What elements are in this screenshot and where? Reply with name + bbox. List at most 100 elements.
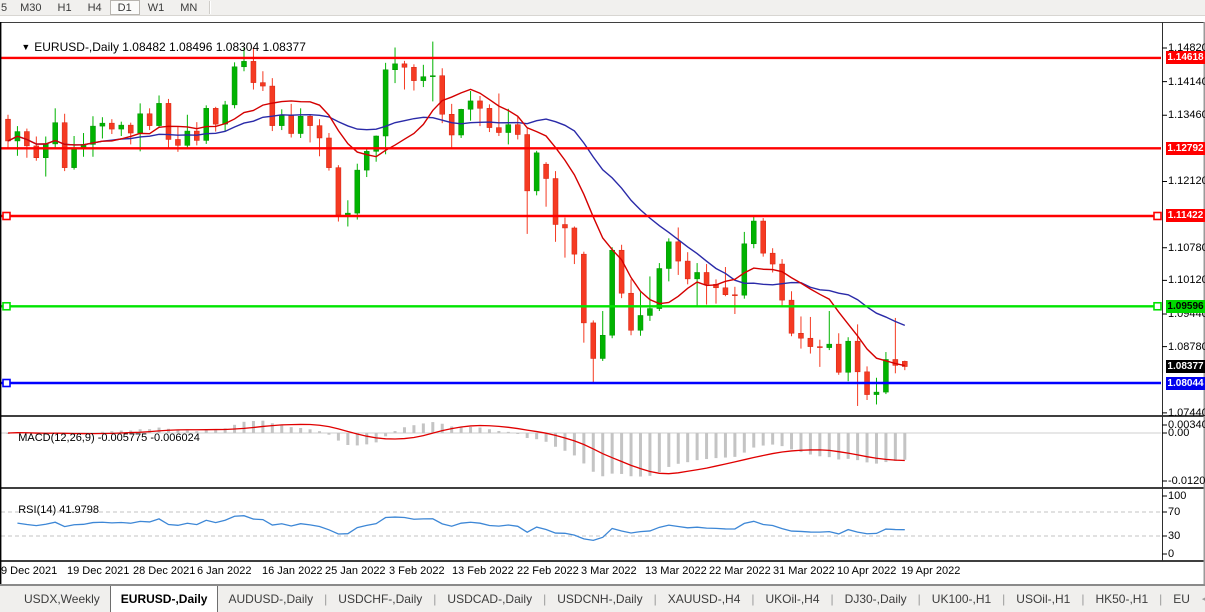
timeframe-button-h1[interactable]: H1 — [57, 1, 72, 14]
timeframe-button-d1[interactable]: D1 — [109, 0, 140, 15]
symbol-dropdown-icon[interactable]: ▼ — [21, 42, 31, 52]
tab-separator: | — [1159, 592, 1163, 606]
time-axis-tick: 31 Mar 2022 — [773, 565, 835, 577]
rsi-value: 41.9798 — [59, 504, 99, 516]
ma-fast-line — [7, 88, 905, 367]
time-axis-tick: 9 Dec 2021 — [1, 565, 58, 577]
time-axis-tick: 6 Jan 2022 — [197, 565, 252, 577]
time-axis-tick: 22 Mar 2022 — [709, 565, 771, 577]
timeframe-button-w1[interactable]: W1 — [147, 1, 165, 14]
toolbar-separator — [209, 1, 211, 14]
rsi-line — [17, 515, 905, 542]
time-axis-tick: 19 Apr 2022 — [901, 565, 961, 577]
quote-close: 1.08377 — [262, 40, 306, 54]
price-axis-tick: 1.13460 — [1168, 109, 1205, 122]
tab-separator: | — [830, 592, 834, 606]
tab-separator: | — [653, 592, 657, 606]
quote-high: 1.08496 — [169, 40, 213, 54]
time-axis-tick: 10 Apr 2022 — [837, 565, 897, 577]
timeframe-toolbar: 5 M30 H1 H4 D1 W1 MN — [0, 0, 1205, 16]
time-axis-tick: 25 Jan 2022 — [325, 565, 386, 577]
price-axis-tick: 1.07440 — [1168, 406, 1205, 419]
line-handle-icon[interactable] — [2, 211, 11, 221]
chart-tab-eurusd-daily[interactable]: EURUSD-,Daily — [109, 586, 219, 612]
price-axis-tick: 1.10120 — [1168, 274, 1205, 287]
tab-separator: | — [751, 592, 755, 606]
chart-tab-usdcad-daily[interactable]: USDCAD-,Daily — [447, 592, 533, 606]
tab-separator: | — [1081, 592, 1085, 606]
time-axis-tick: 13 Mar 2022 — [645, 565, 707, 577]
price-axis-tick: 0.003408 — [1168, 419, 1205, 431]
chart-tab-xauusd-h4[interactable]: XAUUSD-,H4 — [667, 592, 741, 606]
price-axis-tick: 1.14140 — [1168, 75, 1205, 88]
time-axis-tick: 3 Feb 2022 — [389, 565, 445, 577]
line-handle-icon[interactable] — [2, 378, 11, 388]
tab-separator: | — [1002, 592, 1006, 606]
macd-main-value: -0.005775 — [97, 432, 148, 444]
chart-tab-usdcnh-daily[interactable]: USDCNH-,Daily — [557, 592, 643, 606]
panel-borders — [0, 22, 1205, 585]
ma-slow-line — [7, 113, 906, 327]
price-axis-tick: 1.10780 — [1168, 241, 1205, 254]
price-axis-tick: 30 — [1168, 530, 1181, 542]
price-axis-tick: 1.14820 — [1168, 42, 1205, 54]
price-axis-tick: 0.00 — [1168, 427, 1190, 439]
macd-histogram — [6, 420, 907, 477]
chart-tab-bar: USDX,Weekly EURUSD-,Daily AUDUSD-,Daily | US… — [0, 585, 1205, 612]
price-axis-tick: 70 — [1168, 506, 1181, 518]
macd-signal-value: -0.006024 — [150, 432, 200, 444]
chart-tab-dj30-daily[interactable]: DJ30-,Daily — [844, 592, 907, 606]
chart-tab-uk100-h1[interactable]: UK100-,H1 — [931, 592, 992, 606]
time-axis-tick: 13 Feb 2022 — [452, 565, 514, 577]
timeframe-button-m30[interactable]: M30 — [20, 1, 42, 14]
chart-tab-audusd-daily[interactable]: AUDUSD-,Daily — [228, 592, 314, 606]
line-handle-icon[interactable] — [1153, 211, 1162, 221]
chart-tab-eu[interactable]: EU — [1173, 592, 1190, 606]
macd-title: MACD(12,26,9) -0.005775 -0.006024 — [18, 432, 200, 444]
timeframe-button-mn[interactable]: MN — [180, 1, 198, 14]
price-axis-tick: 0 — [1168, 548, 1175, 560]
chart-title: ▼ EURUSD-,Daily 1.08482 1.08496 1.08304 1… — [8, 26, 306, 68]
price-label-1.12792: 1.12792 — [1166, 141, 1205, 155]
tab-separator: | — [324, 592, 328, 606]
tab-separator: | — [543, 592, 547, 606]
time-axis-tick: 16 Jan 2022 — [262, 565, 323, 577]
price-axis-tick: -0.01205 — [1168, 475, 1205, 487]
price-label-1.09596: 1.09596 — [1166, 299, 1205, 313]
price-label-1.14618: 1.14618 — [1166, 51, 1205, 65]
time-axis-tick: 22 Feb 2022 — [517, 565, 579, 577]
price-axis-tick: 1.08780 — [1168, 340, 1205, 353]
line-handle-icon[interactable] — [2, 301, 11, 311]
time-axis-tick: 3 Mar 2022 — [581, 565, 637, 577]
chart-tab-usoil-h1[interactable]: USOil-,H1 — [1016, 592, 1071, 606]
rsi-title: RSI(14) 41.9798 — [18, 504, 99, 516]
timeframe-button-h4[interactable]: H4 — [87, 1, 102, 14]
indicator-level-lines — [1, 432, 1161, 537]
quote-low: 1.08304 — [215, 40, 260, 54]
tab-scroll-arrows: ◄► — [1200, 586, 1205, 612]
tab-scroll-left-icon[interactable]: ◄ — [1200, 594, 1205, 605]
quote-open: 1.08482 — [122, 40, 166, 54]
macd-signal-line — [7, 423, 905, 475]
tab-separator: | — [433, 592, 437, 606]
time-axis-tick: 19 Dec 2021 — [67, 565, 130, 577]
horizontal-line-1.11422[interactable] — [1, 211, 1162, 221]
horizontal-line-1.08044[interactable] — [1, 378, 1161, 388]
tab-separator: | — [917, 592, 921, 606]
chart-tab-usdx-weekly[interactable]: USDX,Weekly — [24, 592, 100, 606]
chart-tab-usdchf-daily[interactable]: USDCHF-,Daily — [338, 592, 423, 606]
chart-tab-hk50-h1[interactable]: HK50-,H1 — [1095, 592, 1149, 606]
timeframe-button-5[interactable]: 5 — [1, 1, 8, 14]
price-axis-tick: 100 — [1168, 490, 1187, 502]
chart-symbol-label: EURUSD-,Daily — [34, 40, 119, 54]
price-label-1.08044: 1.08044 — [1166, 376, 1205, 390]
chart-tab-ukoil-h4[interactable]: UKOil-,H4 — [765, 592, 820, 606]
line-handle-icon[interactable] — [1153, 301, 1162, 311]
current-price-label: 1.08377 — [1166, 360, 1205, 374]
horizontal-line-1.09596[interactable] — [1, 301, 1162, 311]
time-axis-tick: 28 Dec 2021 — [133, 565, 196, 577]
price-axis-tick: 1.12120 — [1168, 175, 1205, 188]
price-label-1.11422: 1.11422 — [1166, 209, 1205, 223]
